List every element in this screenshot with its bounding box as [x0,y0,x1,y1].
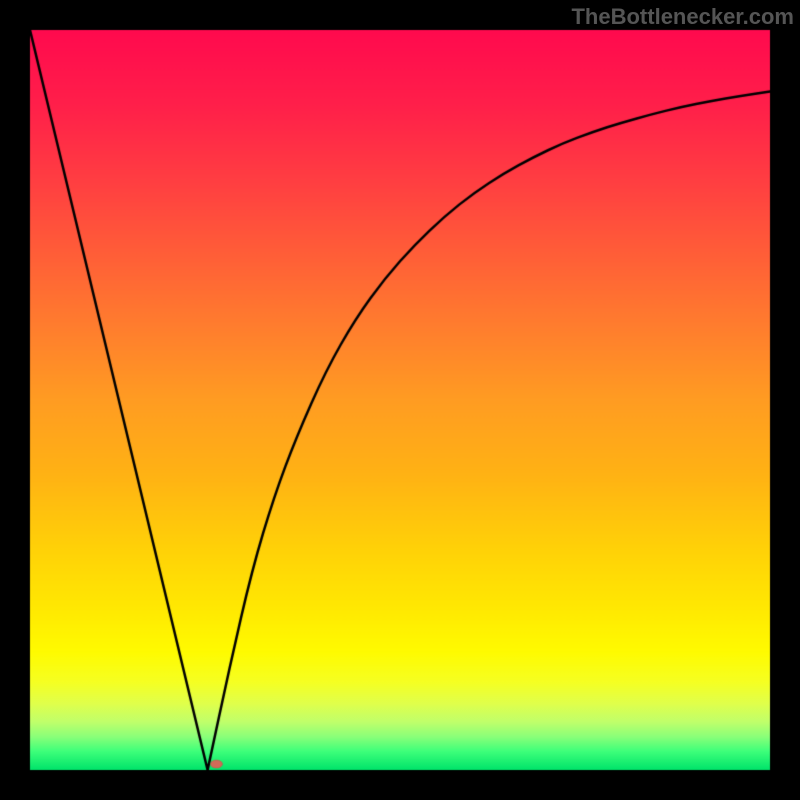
watermark-text: TheBottlenecker.com [571,4,794,30]
bottleneck-chart-canvas [0,0,800,800]
chart-container: TheBottlenecker.com [0,0,800,800]
